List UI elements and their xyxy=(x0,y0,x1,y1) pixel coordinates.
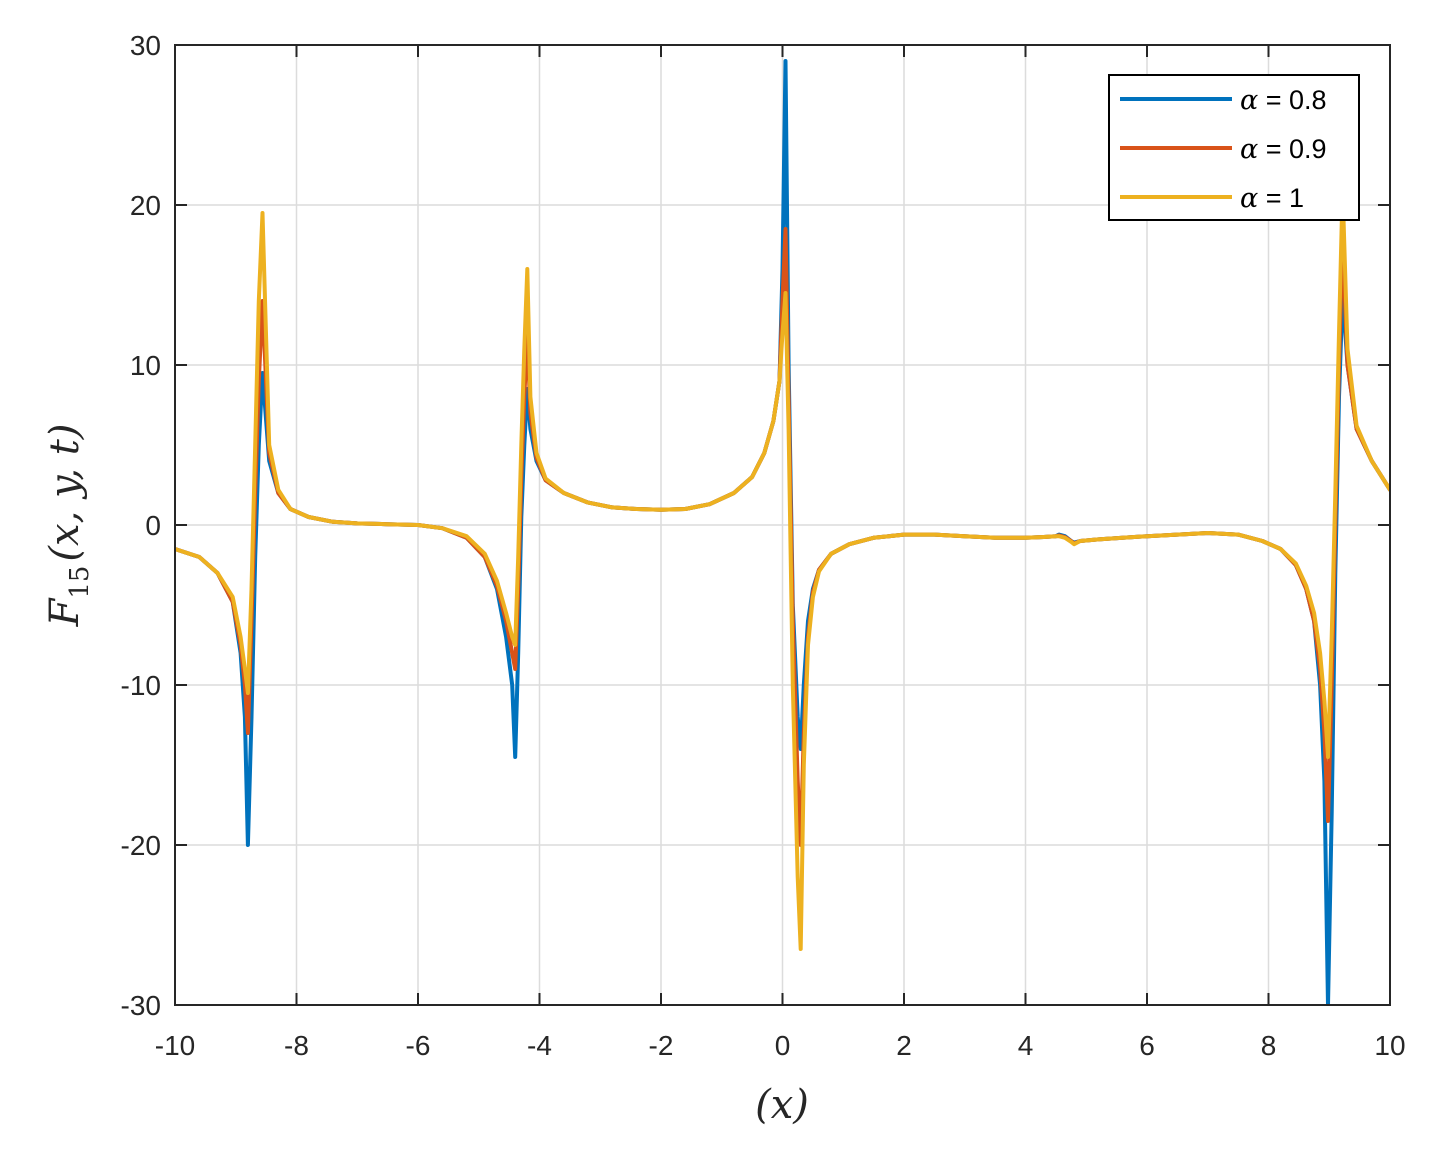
legend-entry[interactable]: α = 0.9 xyxy=(1120,134,1327,165)
x-tick-label: -8 xyxy=(284,1030,309,1061)
series-layer xyxy=(175,59,1390,1005)
x-tick-label: 4 xyxy=(1018,1030,1034,1061)
legend-label: α = 0.9 xyxy=(1240,134,1327,165)
legend-label: α = 0.8 xyxy=(1240,85,1327,116)
legend-label: α = 1 xyxy=(1240,183,1304,214)
series-line-3 xyxy=(175,187,1390,951)
x-tick-label: 2 xyxy=(896,1030,912,1061)
legend-entry[interactable]: α = 0.8 xyxy=(1120,85,1327,116)
x-tick-label: -6 xyxy=(406,1030,431,1061)
y-axis-label-main: F xyxy=(42,597,88,627)
y-axis-label: F15 (x, y, t) xyxy=(42,424,95,628)
legend[interactable]: α = 0.8 α = 0.9 α = 1 xyxy=(1108,74,1360,221)
legend-entry[interactable]: α = 1 xyxy=(1120,183,1304,214)
x-tick-labels: -10 -8 -6 -4 -2 0 2 4 6 8 10 xyxy=(155,1030,1406,1061)
y-axis-label-args: (x, y, t) xyxy=(42,424,88,562)
plot-frame xyxy=(174,44,1391,1006)
x-tick-label: -4 xyxy=(527,1030,552,1061)
x-tick-label: 6 xyxy=(1139,1030,1155,1061)
y-tick-label: -20 xyxy=(121,830,161,861)
y-tick-label: 0 xyxy=(145,510,161,541)
x-axis-label: (x) xyxy=(755,1082,809,1128)
y-axis-label-subscript: 15 xyxy=(65,566,95,599)
y-tick-label: 30 xyxy=(130,30,161,61)
y-tick-label: -30 xyxy=(121,990,161,1021)
x-tick-label: -2 xyxy=(649,1030,674,1061)
x-tick-label: 10 xyxy=(1374,1030,1405,1061)
x-tick-label: -10 xyxy=(155,1030,195,1061)
y-tick-label: 10 xyxy=(130,350,161,381)
x-tick-label: 0 xyxy=(775,1030,791,1061)
y-tick-labels: -30 -20 -10 0 10 20 30 xyxy=(121,30,161,1021)
y-tick-label: 20 xyxy=(130,190,161,221)
y-tick-label: -10 xyxy=(121,670,161,701)
x-tick-label: 8 xyxy=(1261,1030,1277,1061)
